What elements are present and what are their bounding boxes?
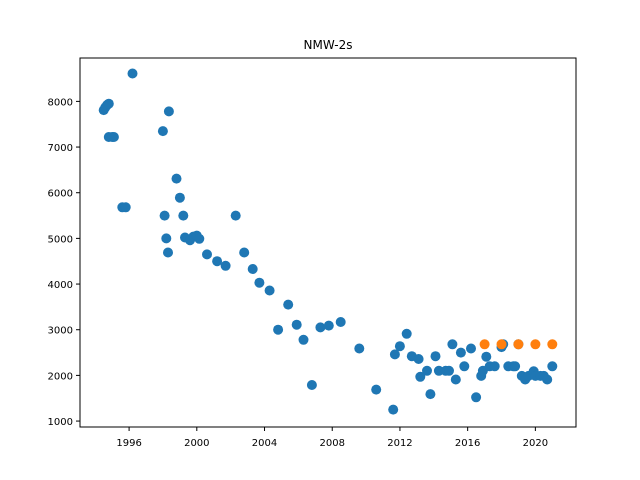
data-point-s1-2 [513, 339, 524, 350]
data-point-s0-58 [466, 343, 476, 354]
data-point-s1-1 [496, 339, 507, 350]
data-point-s0-79 [547, 361, 558, 372]
data-point-s0-55 [450, 374, 461, 385]
data-point-s0-62 [481, 351, 492, 362]
data-point-s0-12 [161, 233, 172, 244]
data-point-s0-41 [388, 404, 399, 415]
data-point-s0-10 [157, 126, 168, 137]
y-tick-label-5000: 5000 [48, 234, 73, 245]
x-tick-label-1996: 1996 [116, 438, 141, 449]
data-point-s0-22 [194, 233, 205, 244]
data-point-s0-15 [171, 173, 182, 184]
data-point-s0-47 [415, 371, 426, 382]
data-point-s0-59 [471, 392, 482, 403]
x-tick-label-2008: 2008 [320, 438, 345, 449]
y-tick-label-1000: 1000 [48, 417, 73, 428]
data-point-s0-3 [103, 98, 114, 109]
data-point-s0-48 [422, 365, 432, 376]
x-tick-label-2000: 2000 [184, 438, 209, 449]
data-point-s1-3 [530, 339, 541, 350]
data-point-s0-25 [220, 260, 231, 271]
axis-ticks: 1996 2000 2004 2008 2012 2016 2020 1000 2000 3000… [48, 97, 549, 449]
data-point-s0-11 [159, 210, 170, 221]
plot-area-frame [79, 57, 577, 428]
data-point-s0-13 [163, 247, 173, 258]
y-tick-label-6000: 6000 [48, 189, 73, 200]
data-point-s0-43 [394, 341, 405, 352]
y-tick-label-8000: 8000 [48, 97, 73, 108]
data-point-s0-26 [230, 210, 241, 221]
data-point-s0-36 [315, 322, 326, 333]
x-tick-label-2004: 2004 [252, 438, 277, 449]
data-point-s0-40 [371, 384, 382, 395]
data-point-s0-8 [120, 202, 131, 213]
data-point-s0-37 [323, 320, 334, 331]
data-point-s0-44 [401, 328, 412, 339]
data-point-s0-33 [291, 319, 302, 330]
data-point-s0-50 [430, 351, 441, 362]
x-tick-label-2012: 2012 [387, 438, 412, 449]
x-tick-label-2016: 2016 [455, 438, 480, 449]
data-point-s0-9 [127, 68, 138, 79]
y-tick-label-2000: 2000 [48, 371, 73, 382]
data-point-s0-46 [413, 354, 424, 364]
data-point-s0-6 [108, 132, 119, 142]
y-tick-label-4000: 4000 [48, 280, 73, 291]
data-point-s1-0 [479, 339, 490, 350]
data-point-s0-23 [202, 249, 212, 260]
data-point-s0-39 [354, 343, 365, 354]
data-point-s1-4 [547, 339, 558, 350]
data-point-s0-64 [489, 361, 500, 372]
data-point-s0-49 [425, 389, 436, 400]
y-tick-label-7000: 7000 [48, 143, 73, 154]
data-points [98, 68, 558, 415]
data-point-s0-30 [264, 285, 275, 296]
y-tick-label-3000: 3000 [48, 326, 73, 337]
data-point-s0-69 [510, 361, 521, 372]
data-point-s0-78 [542, 374, 553, 385]
data-point-s0-53 [444, 365, 454, 376]
data-point-s0-14 [163, 106, 174, 117]
data-point-s0-35 [306, 380, 317, 390]
data-point-s0-57 [459, 361, 470, 372]
data-point-s0-31 [273, 324, 284, 335]
data-point-s0-28 [247, 264, 258, 274]
data-point-s0-32 [283, 299, 294, 310]
data-point-s0-34 [298, 334, 309, 345]
x-tick-label-2020: 2020 [523, 438, 548, 449]
chart-title: NMW-2s [304, 38, 353, 52]
data-point-s0-16 [174, 192, 185, 203]
data-point-s0-54 [447, 339, 458, 350]
data-point-s0-27 [239, 247, 250, 258]
data-point-s0-56 [455, 347, 466, 358]
data-point-s0-42 [389, 349, 400, 360]
data-point-s0-17 [178, 210, 189, 221]
data-point-s0-24 [212, 256, 223, 267]
data-point-s0-29 [254, 277, 265, 288]
data-point-s0-38 [335, 317, 346, 327]
